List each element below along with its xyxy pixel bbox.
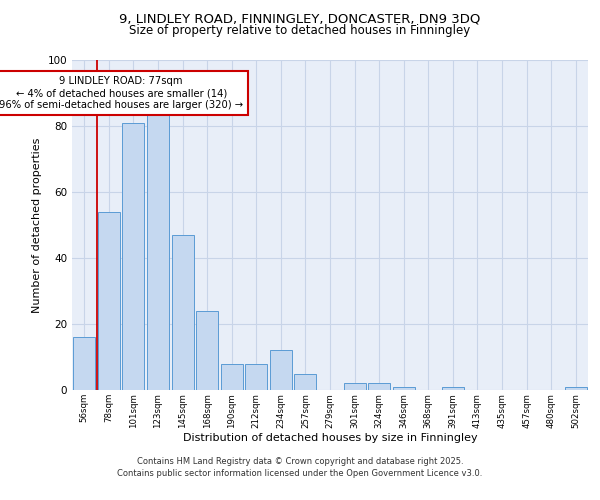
Bar: [442, 386, 464, 390]
X-axis label: Distribution of detached houses by size in Finningley: Distribution of detached houses by size …: [182, 433, 478, 443]
Bar: [98, 212, 120, 390]
Text: Contains public sector information licensed under the Open Government Licence v3: Contains public sector information licen…: [118, 469, 482, 478]
Text: Contains HM Land Registry data © Crown copyright and database right 2025.: Contains HM Land Registry data © Crown c…: [137, 458, 463, 466]
Bar: [392, 386, 415, 390]
Bar: [245, 364, 268, 390]
Bar: [565, 386, 587, 390]
Text: 9 LINDLEY ROAD: 77sqm
← 4% of detached houses are smaller (14)
96% of semi-detac: 9 LINDLEY ROAD: 77sqm ← 4% of detached h…: [0, 76, 243, 110]
Bar: [122, 122, 145, 390]
Bar: [344, 384, 365, 390]
Bar: [368, 384, 390, 390]
Bar: [221, 364, 243, 390]
Text: 9, LINDLEY ROAD, FINNINGLEY, DONCASTER, DN9 3DQ: 9, LINDLEY ROAD, FINNINGLEY, DONCASTER, …: [119, 12, 481, 26]
Bar: [196, 311, 218, 390]
Bar: [295, 374, 316, 390]
Text: Size of property relative to detached houses in Finningley: Size of property relative to detached ho…: [130, 24, 470, 37]
Y-axis label: Number of detached properties: Number of detached properties: [32, 138, 42, 312]
Bar: [172, 235, 194, 390]
Bar: [270, 350, 292, 390]
Bar: [73, 337, 95, 390]
Bar: [147, 110, 169, 390]
